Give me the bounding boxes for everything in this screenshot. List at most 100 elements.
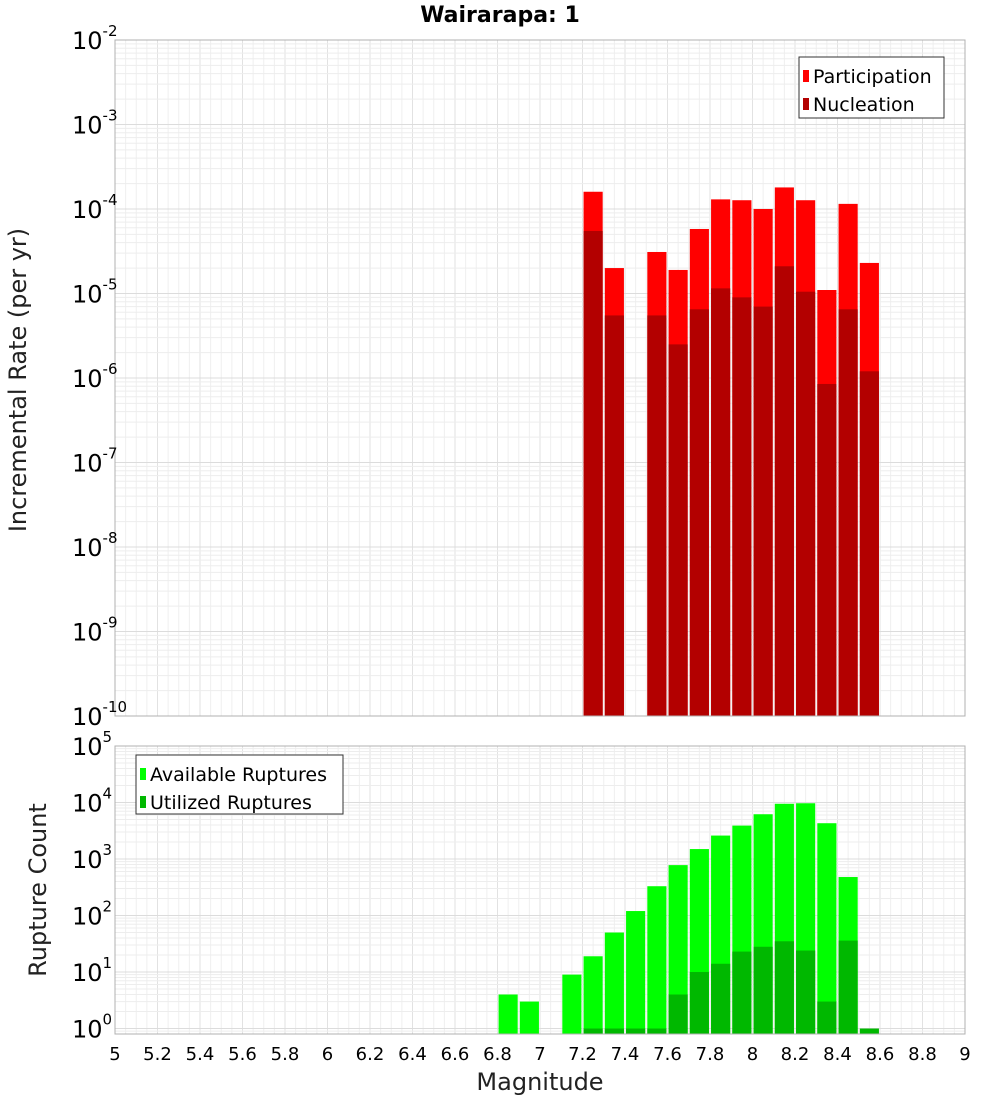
count-y-tick-label: 101 — [72, 954, 112, 987]
count-bar — [583, 956, 603, 1034]
x-tick-label: 7.4 — [611, 1044, 640, 1065]
rate-y-tick-label: 10-10 — [72, 698, 127, 731]
rate-legend-label: Participation — [813, 66, 932, 88]
count-plot-border — [114, 745, 966, 1035]
count-y-tick-label: 102 — [72, 898, 112, 931]
magnitude-axis-label: Magnitude — [476, 1068, 603, 1096]
incremental-rate-panel: 10-10 10-9 10-8 10-7 10-6 10-5 10-4 10-3 10-2 Par… — [72, 22, 966, 731]
count-bar — [647, 1028, 667, 1034]
count-legend-box — [135, 754, 344, 815]
x-tick-label: 5.6 — [228, 1044, 257, 1065]
count-bar — [647, 886, 667, 1034]
rate-y-tick-label: 10-4 — [72, 191, 118, 224]
rate-bar — [668, 344, 688, 716]
rate-plot-border — [114, 39, 966, 717]
count-bar — [626, 1028, 646, 1034]
x-tick-label: 6.6 — [441, 1044, 470, 1065]
x-tick-label: 6 — [322, 1044, 333, 1065]
x-tick-label: 7.8 — [696, 1044, 725, 1065]
x-tick-label: 7 — [534, 1044, 545, 1065]
count-bar — [689, 972, 709, 1034]
count-bar — [859, 1028, 879, 1034]
rate-bars — [583, 187, 879, 717]
rate-y-tick-label: 10-8 — [72, 529, 118, 562]
x-tick-label: 8.4 — [823, 1044, 852, 1065]
x-tick-label: 8 — [747, 1044, 758, 1065]
count-bar — [668, 994, 688, 1034]
count-legend-label: Utilized Ruptures — [150, 792, 312, 814]
x-tick-label: 6.8 — [483, 1044, 512, 1065]
count-legend: Available Ruptures Utilized Ruptures — [135, 754, 344, 815]
rate-bar — [604, 315, 624, 716]
rate-bar — [647, 315, 667, 716]
count-bar — [753, 946, 773, 1034]
rate-y-tick-label: 10-3 — [72, 107, 118, 140]
chart-title: Wairarapa: 1 — [420, 3, 580, 28]
count-bar — [774, 941, 794, 1034]
count-bar — [838, 940, 858, 1034]
rate-y-ticks: 10-10 10-9 10-8 10-7 10-6 10-5 10-4 10-3 10-2 — [72, 22, 127, 731]
count-bar — [583, 1028, 603, 1034]
count-bar — [711, 963, 731, 1034]
count-bar — [626, 911, 646, 1034]
magnitude-axis: 5 5.2 5.4 5.6 5.8 6 6.2 6.4 6.6 6.8 7 7.2 7.4 7.6 7.8 8… — [109, 1044, 970, 1065]
x-tick-label: 7.6 — [653, 1044, 682, 1065]
rate-legend: Participation Nucleation — [798, 56, 945, 119]
count-bar — [562, 974, 582, 1034]
rate-y-tick-label: 10-6 — [72, 360, 118, 393]
rate-series-secondary — [583, 230, 879, 717]
rate-bar — [796, 291, 816, 716]
count-y-tick-label: 105 — [72, 728, 112, 761]
count-bar — [732, 951, 752, 1034]
count-bar — [817, 1001, 837, 1034]
x-tick-label: 6.2 — [356, 1044, 385, 1065]
rate-y-tick-label: 10-9 — [72, 614, 118, 647]
count-legend-swatch — [140, 768, 146, 780]
rate-bar — [774, 266, 794, 716]
rate-bar — [859, 371, 879, 716]
count-bar — [796, 950, 816, 1034]
count-bar — [668, 865, 688, 1034]
x-tick-label: 5.2 — [143, 1044, 172, 1065]
x-tick-label: 9 — [959, 1044, 970, 1065]
rate-bar — [838, 309, 858, 716]
rate-bar — [689, 309, 709, 716]
rate-y-tick-label: 10-5 — [72, 276, 118, 309]
count-y-tick-label: 103 — [72, 841, 112, 874]
count-y-ticks: 100 101 102 103 104 105 — [72, 728, 112, 1044]
count-bar — [498, 994, 518, 1034]
rate-bar — [583, 230, 603, 717]
count-bar — [817, 823, 837, 1034]
count-y-tick-label: 100 — [72, 1011, 112, 1044]
x-tick-label: 5 — [109, 1044, 120, 1065]
rupture-count-panel: 100 101 102 103 104 105 Available Ruptures Util… — [72, 728, 966, 1044]
rate-legend-box — [798, 56, 945, 119]
count-axis-label: Rupture Count — [24, 803, 52, 977]
count-bar — [604, 1028, 624, 1034]
rate-axis-label: Incremental Rate (per yr) — [4, 228, 32, 532]
rate-legend-label: Nucleation — [813, 94, 915, 116]
x-tick-label: 5.8 — [271, 1044, 300, 1065]
count-bar — [519, 1001, 539, 1034]
x-tick-label: 8.8 — [908, 1044, 937, 1065]
rate-bar — [817, 383, 837, 716]
rate-grid — [114, 40, 966, 717]
x-tick-label: 6.4 — [398, 1044, 427, 1065]
x-tick-label: 7.2 — [568, 1044, 597, 1065]
rate-y-tick-label: 10-7 — [72, 445, 118, 478]
x-tick-label: 5.4 — [186, 1044, 215, 1065]
x-tick-label: 8.2 — [781, 1044, 810, 1065]
rate-bar — [711, 288, 731, 716]
count-series-secondary — [583, 940, 879, 1034]
rate-legend-swatch — [803, 98, 809, 110]
count-bars — [498, 803, 879, 1034]
rate-bar — [753, 306, 773, 716]
count-y-tick-label: 104 — [72, 785, 112, 818]
x-tick-label: 8.6 — [866, 1044, 895, 1065]
count-legend-label: Available Ruptures — [150, 764, 327, 786]
count-bar — [604, 932, 624, 1034]
count-legend-swatch — [140, 796, 146, 808]
rate-bar — [732, 297, 752, 716]
